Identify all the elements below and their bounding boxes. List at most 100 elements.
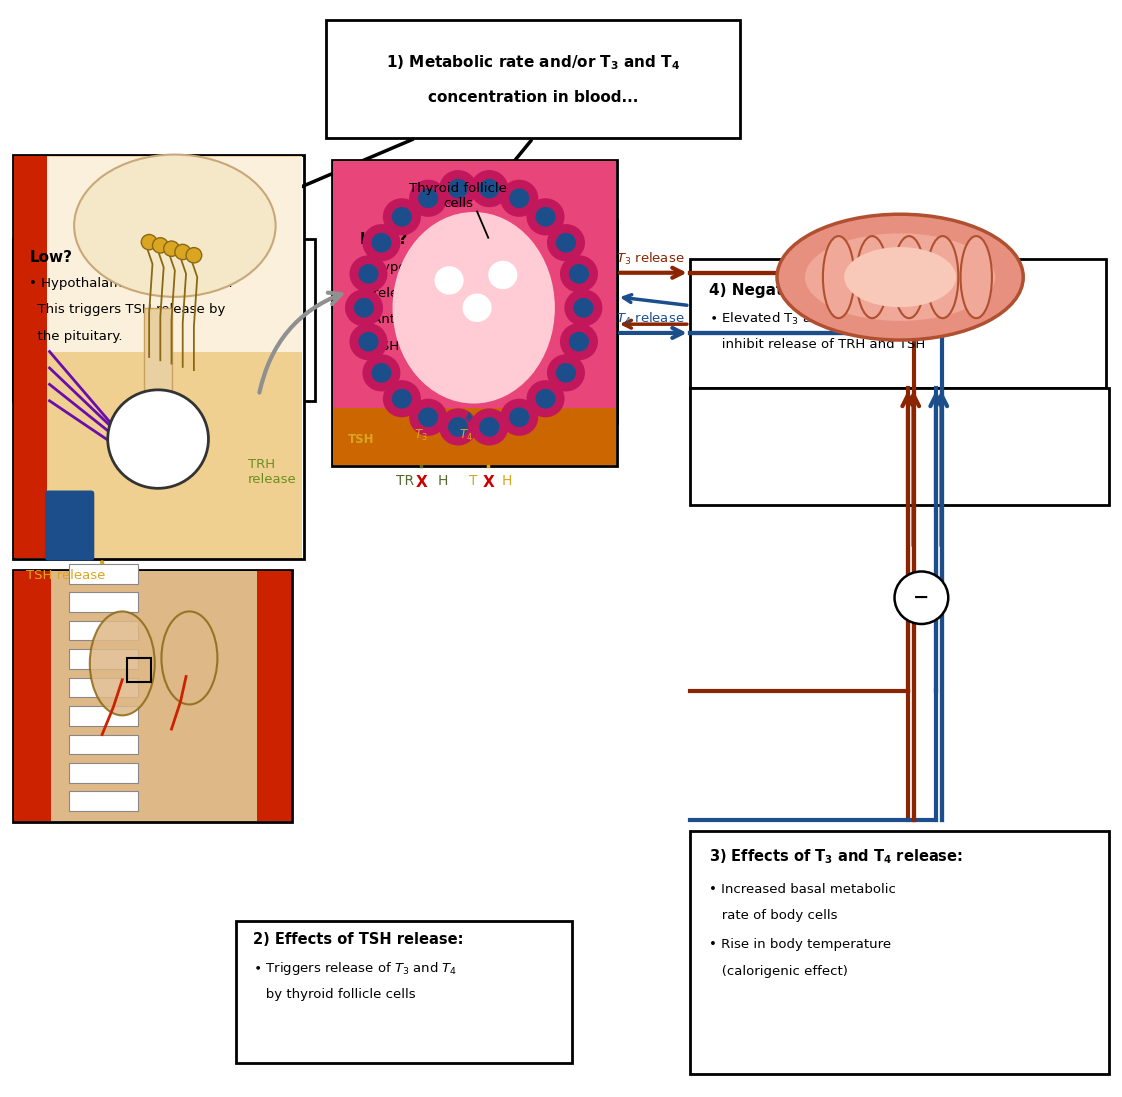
- Text: X: X: [415, 475, 427, 490]
- Text: 4) Negative feedback:: 4) Negative feedback:: [709, 283, 899, 297]
- FancyBboxPatch shape: [690, 259, 1106, 387]
- FancyBboxPatch shape: [12, 239, 315, 400]
- Circle shape: [546, 224, 585, 261]
- FancyBboxPatch shape: [68, 791, 138, 811]
- Circle shape: [349, 324, 387, 360]
- Circle shape: [564, 290, 603, 327]
- Text: −: −: [913, 588, 930, 608]
- Circle shape: [555, 363, 576, 383]
- Ellipse shape: [74, 155, 276, 297]
- Text: $T_3$ release: $T_3$ release: [616, 250, 684, 267]
- Bar: [144, 308, 172, 406]
- Circle shape: [448, 179, 468, 199]
- FancyBboxPatch shape: [68, 592, 138, 612]
- Circle shape: [439, 408, 477, 445]
- Circle shape: [488, 261, 517, 290]
- Text: TSH release: TSH release: [359, 340, 452, 352]
- Bar: [13, 572, 50, 821]
- FancyBboxPatch shape: [12, 570, 293, 822]
- Circle shape: [153, 238, 168, 253]
- Circle shape: [141, 235, 157, 250]
- Text: TSH: TSH: [348, 432, 375, 445]
- Ellipse shape: [804, 234, 995, 321]
- Text: $T_3$: $T_3$: [414, 428, 427, 443]
- FancyBboxPatch shape: [45, 490, 94, 561]
- Text: concentration in blood...: concentration in blood...: [427, 90, 638, 105]
- Circle shape: [500, 398, 539, 436]
- Text: (calorigenic effect): (calorigenic effect): [709, 965, 847, 979]
- Circle shape: [526, 199, 564, 236]
- Circle shape: [555, 233, 576, 252]
- Text: • Increased basal metabolic: • Increased basal metabolic: [709, 883, 895, 896]
- Ellipse shape: [960, 236, 992, 318]
- Circle shape: [573, 298, 594, 318]
- FancyBboxPatch shape: [12, 155, 304, 559]
- Bar: [333, 408, 616, 465]
- Ellipse shape: [927, 236, 958, 318]
- Circle shape: [470, 170, 508, 207]
- Bar: [50, 572, 257, 821]
- Circle shape: [569, 264, 589, 284]
- Text: by thyroid follicle cells: by thyroid follicle cells: [254, 988, 416, 1002]
- Ellipse shape: [893, 236, 925, 318]
- Text: • Hypothalamus stops TRH: • Hypothalamus stops TRH: [359, 261, 540, 274]
- Circle shape: [526, 381, 564, 417]
- Circle shape: [383, 199, 421, 236]
- FancyBboxPatch shape: [68, 564, 138, 584]
- Circle shape: [500, 180, 539, 217]
- Circle shape: [349, 256, 387, 293]
- Ellipse shape: [90, 611, 155, 715]
- Text: inhibit release of TRH and TSH: inhibit release of TRH and TSH: [709, 339, 925, 351]
- Text: $\bullet$ Elevated $\mathrm{T_3}$ and $\mathrm{T_4}$ levels: $\bullet$ Elevated $\mathrm{T_3}$ and $\…: [709, 310, 890, 327]
- Bar: [13, 156, 303, 558]
- FancyBboxPatch shape: [68, 764, 138, 782]
- FancyBboxPatch shape: [68, 735, 138, 755]
- Text: $T_4$: $T_4$: [459, 428, 472, 443]
- Circle shape: [470, 408, 508, 445]
- Circle shape: [164, 241, 180, 257]
- Circle shape: [344, 290, 383, 327]
- Circle shape: [371, 233, 392, 252]
- Circle shape: [434, 267, 463, 295]
- Text: High?: High?: [359, 233, 408, 248]
- Circle shape: [535, 389, 555, 408]
- Ellipse shape: [844, 247, 956, 307]
- Text: rate of body cells: rate of body cells: [709, 908, 837, 921]
- Circle shape: [392, 207, 412, 227]
- Ellipse shape: [856, 236, 888, 318]
- Text: $\bullet$ Triggers release of $T_3$ and $T_4$: $\bullet$ Triggers release of $T_3$ and …: [254, 960, 458, 977]
- Ellipse shape: [393, 212, 555, 404]
- Text: TRH
release: TRH release: [248, 457, 296, 486]
- Circle shape: [371, 363, 392, 383]
- FancyBboxPatch shape: [237, 920, 572, 1063]
- Circle shape: [448, 417, 468, 437]
- Bar: [47, 157, 303, 351]
- Circle shape: [509, 189, 530, 208]
- Text: • Hypothalamus releases TRH.: • Hypothalamus releases TRH.: [29, 278, 233, 291]
- Circle shape: [419, 407, 439, 427]
- Circle shape: [439, 170, 477, 207]
- Bar: [333, 161, 616, 465]
- Circle shape: [560, 324, 598, 360]
- Circle shape: [353, 298, 374, 318]
- Text: release: release: [359, 287, 421, 301]
- Bar: [257, 572, 292, 821]
- Ellipse shape: [822, 236, 854, 318]
- Circle shape: [569, 331, 589, 351]
- Bar: [13, 156, 47, 558]
- FancyBboxPatch shape: [690, 387, 1110, 505]
- Ellipse shape: [778, 214, 1023, 340]
- Circle shape: [479, 179, 499, 199]
- Text: Thyroid follicle
cells: Thyroid follicle cells: [410, 182, 507, 211]
- Circle shape: [175, 245, 191, 260]
- Text: H: H: [438, 474, 449, 488]
- Circle shape: [509, 407, 530, 427]
- Circle shape: [419, 189, 439, 208]
- Circle shape: [410, 398, 448, 436]
- Text: • Anterior pituitary stops: • Anterior pituitary stops: [359, 314, 526, 326]
- Circle shape: [186, 248, 202, 263]
- Text: Low?: Low?: [29, 250, 73, 265]
- Circle shape: [410, 180, 448, 217]
- Circle shape: [535, 207, 555, 227]
- FancyBboxPatch shape: [690, 830, 1110, 1074]
